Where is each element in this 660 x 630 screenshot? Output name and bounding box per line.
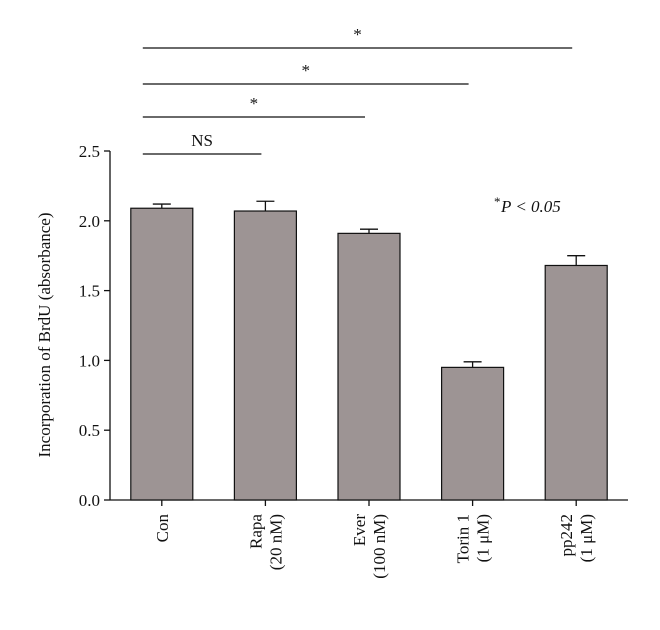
bar — [233, 210, 297, 501]
bar — [130, 207, 194, 501]
x-tick-label: Torin 1 — [454, 514, 473, 563]
y-axis-label: Incorporation of BrdU (absorbance) — [35, 213, 54, 458]
error-bar — [360, 228, 378, 234]
x-tick-label: pp242 — [557, 514, 576, 557]
x-tick-label: Ever — [350, 514, 369, 546]
x-tick-label: (1 μM) — [577, 514, 596, 562]
error-bar — [567, 255, 586, 266]
y-tick-label: 1.0 — [79, 351, 100, 370]
comparison-label: NS — [191, 131, 213, 150]
bar — [337, 232, 401, 501]
note-symbol: * — [494, 194, 501, 209]
y-tick-label: 0.5 — [79, 421, 100, 440]
error-bar — [152, 203, 171, 209]
comparison-label: * — [250, 94, 259, 113]
comparison-label: * — [301, 61, 310, 80]
note-text: P < 0.05 — [500, 197, 561, 216]
comparison-label: * — [353, 25, 362, 44]
x-tick-label: (20 nM) — [266, 514, 285, 570]
x-tick-label: Rapa — [246, 514, 265, 549]
y-tick-label: 2.5 — [79, 142, 100, 161]
x-tick-label: (100 nM) — [370, 514, 389, 579]
bar — [544, 264, 608, 501]
bar — [441, 366, 505, 501]
error-bar — [256, 200, 275, 212]
y-tick-label: 1.5 — [79, 282, 100, 301]
x-tick-label: (1 μM) — [474, 514, 493, 562]
x-tick-label: Con — [153, 514, 172, 543]
error-bar — [463, 361, 482, 368]
y-tick-label: 0.0 — [79, 491, 100, 510]
y-tick-label: 2.0 — [79, 212, 100, 231]
